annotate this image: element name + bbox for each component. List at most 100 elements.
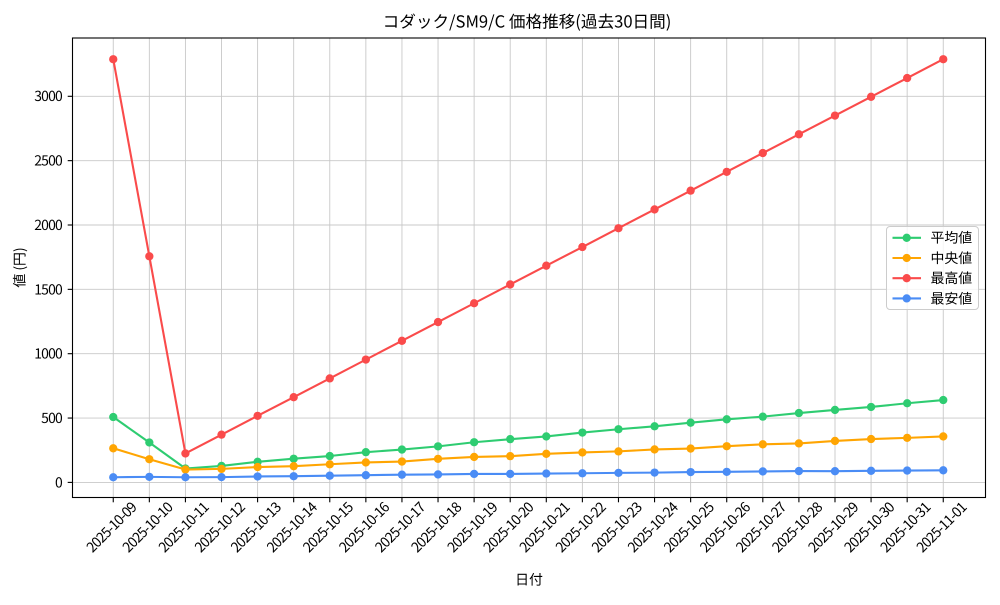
y-tick-label: 500: [41, 408, 63, 428]
legend-marker: [902, 274, 911, 283]
data-point-marker: [181, 465, 190, 474]
data-point-marker: [758, 467, 767, 476]
data-point-marker: [397, 470, 407, 479]
data-point-marker: [758, 148, 767, 158]
data-point-marker: [325, 471, 334, 480]
x-axis-label: 日付: [515, 570, 543, 590]
data-point-marker: [794, 130, 804, 139]
data-point-marker: [433, 442, 443, 451]
data-point-marker: [361, 458, 371, 467]
data-point-marker: [614, 224, 623, 233]
data-point-marker: [722, 442, 731, 451]
data-point-marker: [830, 436, 840, 446]
data-point-marker: [542, 432, 551, 441]
chart-title: コダック/SM9/C 価格推移(過去30日間): [383, 9, 672, 33]
data-point-marker: [650, 205, 659, 214]
data-point-marker: [506, 451, 515, 461]
data-point-marker: [325, 374, 334, 383]
plot-border: [71, 37, 987, 499]
data-point-marker: [397, 445, 407, 454]
series-最高値: [109, 55, 948, 458]
data-point-marker: [109, 444, 118, 453]
grid-layer: [72, 38, 986, 498]
data-point-marker: [506, 435, 515, 444]
data-point-marker: [253, 462, 262, 472]
data-point-marker: [939, 55, 948, 64]
data-point-marker: [469, 299, 479, 308]
data-point-marker: [469, 469, 479, 479]
data-point-marker: [614, 447, 623, 456]
data-point-marker: [469, 438, 479, 447]
series-layer: [109, 55, 948, 482]
data-point-marker: [722, 167, 731, 176]
y-tick-label: 1500: [34, 279, 63, 299]
legend-box: [886, 226, 979, 310]
y-tick-label: 2500: [34, 151, 63, 171]
data-point-marker: [758, 412, 767, 421]
data-point-marker: [542, 449, 551, 458]
data-point-marker: [469, 452, 479, 462]
y-tick-label: 0: [55, 472, 63, 492]
data-point-marker: [145, 472, 154, 482]
data-point-marker: [542, 469, 551, 478]
legend-marker: [902, 294, 911, 303]
data-point-marker: [614, 425, 623, 434]
data-point-marker: [325, 460, 334, 469]
data-point-marker: [650, 422, 659, 431]
legend-label: 最安値: [931, 288, 973, 308]
data-point-marker: [145, 252, 154, 261]
data-point-marker: [361, 448, 371, 457]
data-point-marker: [650, 468, 659, 477]
data-point-marker: [506, 280, 515, 289]
data-point-marker: [830, 467, 840, 476]
legend-marker: [902, 233, 911, 242]
data-point-marker: [686, 444, 695, 453]
data-point-marker: [722, 415, 731, 424]
data-point-marker: [794, 408, 804, 418]
y-axis-label: 値 (円): [10, 247, 30, 287]
data-point-marker: [289, 462, 298, 471]
data-point-marker: [866, 402, 876, 412]
data-point-marker: [109, 55, 118, 64]
legend-label: 中央値: [931, 248, 973, 268]
data-point-marker: [145, 455, 154, 464]
data-point-marker: [109, 412, 118, 422]
data-point-marker: [217, 464, 226, 474]
data-point-marker: [397, 457, 407, 466]
data-point-marker: [217, 430, 226, 439]
data-point-marker: [542, 261, 551, 270]
data-point-marker: [686, 418, 695, 427]
y-tick-label: 2000: [34, 215, 63, 235]
data-point-marker: [939, 395, 948, 405]
data-point-marker: [578, 448, 587, 457]
data-point-marker: [939, 466, 948, 475]
data-point-marker: [109, 473, 118, 482]
data-point-marker: [794, 466, 804, 476]
legend-item: 最安値: [892, 288, 973, 308]
data-point-marker: [578, 428, 587, 437]
data-point-marker: [289, 393, 298, 402]
series-平均値: [109, 395, 948, 473]
data-point-marker: [253, 411, 262, 421]
data-point-marker: [361, 471, 371, 480]
data-point-marker: [722, 467, 731, 476]
data-point-marker: [578, 242, 587, 252]
data-point-marker: [794, 439, 804, 448]
series-line: [112, 435, 945, 471]
legend-marker: [902, 253, 911, 263]
data-point-marker: [830, 405, 840, 415]
data-point-marker: [181, 473, 190, 482]
data-point-marker: [289, 454, 298, 463]
data-point-marker: [866, 466, 876, 475]
data-point-marker: [903, 433, 912, 443]
data-point-marker: [866, 434, 876, 444]
data-point-marker: [614, 468, 623, 478]
series-最安値: [109, 466, 948, 482]
data-point-marker: [866, 92, 876, 101]
data-point-marker: [903, 399, 912, 408]
data-point-marker: [578, 469, 587, 478]
data-point-marker: [758, 440, 767, 449]
legend-item: 平均値: [892, 228, 972, 248]
